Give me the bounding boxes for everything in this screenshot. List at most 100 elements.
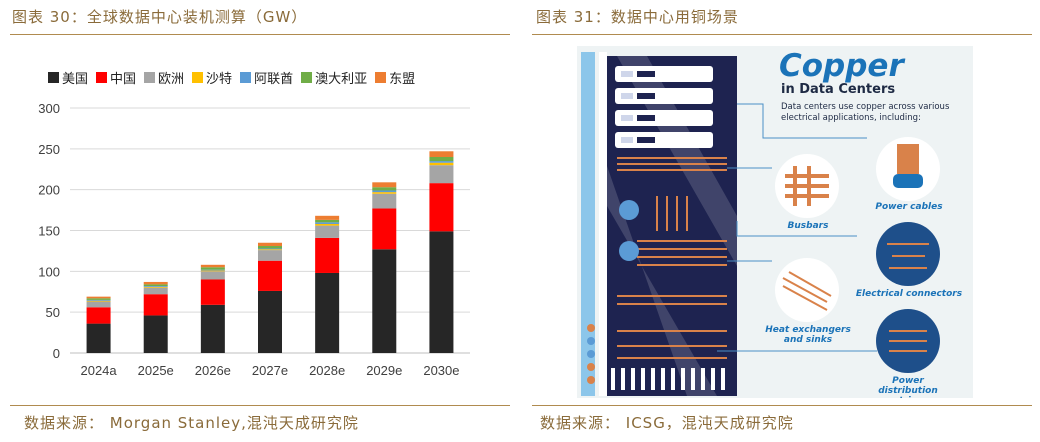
left-title-rule: [10, 34, 510, 35]
bar-segment: [258, 250, 282, 261]
bar-segment: [258, 248, 282, 250]
legend-item: 阿联酋: [240, 68, 293, 87]
bar-segment: [143, 281, 168, 285]
bar-segment: [315, 272, 340, 353]
legend-item: 沙特: [192, 68, 232, 87]
bar-segment: [86, 300, 111, 302]
legend-item: 东盟: [375, 68, 415, 87]
bar-segment: [315, 219, 340, 223]
fan-icon: [619, 241, 639, 261]
bar-segment: [143, 315, 168, 353]
bar-segment: [200, 271, 225, 280]
legend-swatch: [240, 72, 252, 83]
bar-segment: [200, 270, 225, 272]
x-tick-label: 2027e: [252, 363, 288, 378]
chart-legend: 美国 中国 欧洲 沙特 阿联酋 澳大利亚 东盟: [48, 68, 415, 87]
bar-segment: [315, 225, 340, 238]
label-electrical-connectors: Electrical connectors: [855, 289, 963, 299]
bar-segment: [429, 161, 454, 163]
bar-segment: [315, 215, 340, 220]
bar-segment: [258, 290, 282, 353]
bar-segment: [143, 287, 168, 295]
connectors-circle: [876, 222, 940, 286]
legend-label: 沙特: [206, 72, 233, 87]
power-distribution-icon: [889, 330, 927, 352]
bar-segment: [86, 299, 111, 301]
y-tick-label: 200: [38, 183, 60, 198]
legend-swatch: [301, 72, 313, 83]
bar-segment: [258, 246, 282, 249]
bar-segment: [200, 279, 225, 305]
bar-segment: [143, 284, 168, 287]
legend-swatch: [48, 72, 59, 83]
electrical-connectors-icon: [887, 243, 929, 269]
x-tick-label: 2029e: [366, 363, 402, 378]
legend-item: 中国: [96, 68, 136, 87]
x-tick-label: 2025e: [138, 363, 174, 378]
bar-segment: [86, 298, 111, 300]
x-tick-label: 2024a: [80, 363, 117, 378]
label-power-cables: Power cables: [875, 202, 943, 212]
y-tick-label: 0: [53, 346, 60, 361]
side-strip: [581, 52, 595, 396]
bar-segment: [372, 193, 397, 209]
y-tick-label: 150: [38, 224, 60, 239]
x-tick-label: 2028e: [309, 363, 345, 378]
power-cables-icon: [893, 144, 923, 188]
side-strip-light: [599, 52, 607, 396]
y-tick-label: 50: [46, 305, 60, 320]
legend-swatch: [144, 72, 156, 83]
bar-segment: [372, 190, 397, 193]
legend-swatch: [375, 72, 387, 83]
infographic-description: Data centers use copper across various e…: [781, 102, 950, 123]
bar-segment: [429, 183, 454, 232]
bar-segment: [372, 249, 397, 353]
bar-segment: [143, 286, 168, 287]
stacked-bar-chart: 0 50 100 150 200 250 300 2024a 2025e 2026e 2027e 20…: [38, 101, 470, 378]
bar-segment: [429, 157, 454, 162]
legend-swatch: [192, 72, 204, 83]
left-figure-title: 图表 30：全球数据中心装机测算（GW）: [12, 8, 308, 26]
legend-label: 东盟: [389, 72, 416, 87]
bar-segment: [258, 260, 282, 291]
y-tick-label: 300: [38, 101, 60, 116]
legend-item: 欧洲: [144, 68, 184, 87]
bar-segment: [315, 222, 340, 224]
legend-item: 澳大利亚: [301, 68, 367, 87]
side-connectors: [587, 324, 595, 384]
callout-lines: [717, 103, 877, 352]
rack-vents: [611, 368, 725, 390]
copper-infographic: Copper in Data Centers Data centers use …: [577, 46, 973, 398]
legend-label: 美国: [62, 72, 89, 87]
legend-label: 欧洲: [158, 72, 185, 87]
legend-label: 澳大利亚: [315, 72, 368, 87]
legend-label: 中国: [110, 72, 137, 87]
infographic-art: [581, 52, 940, 396]
bar-segment: [86, 307, 111, 324]
legend-swatch: [96, 72, 108, 83]
bar-segment: [315, 237, 340, 273]
right-figure-title: 图表 31：数据中心用铜场景: [536, 8, 739, 26]
bar-segment: [86, 323, 111, 353]
x-tick-label: 2030e: [423, 363, 459, 378]
bar-segment: [200, 269, 225, 271]
bar-segment: [372, 187, 397, 191]
bar-segment: [143, 286, 168, 288]
rack-diagonal-stripes: [607, 56, 737, 396]
x-tick-label: 2026e: [195, 363, 231, 378]
right-source-rule: [532, 405, 1032, 406]
bar-segment: [258, 242, 282, 247]
bar-segment: [372, 192, 397, 194]
bar-segment: [372, 208, 397, 250]
bar-segment: [315, 223, 340, 226]
rack-copper-wiring: [617, 157, 727, 359]
bar-segment: [200, 304, 225, 353]
bar-segment: [429, 151, 454, 157]
bar-segment: [429, 231, 454, 353]
legend-item: 美国: [48, 68, 88, 87]
bar-segment: [429, 165, 454, 184]
label-heat-exchangers: Heat exchangers and sinks: [765, 325, 851, 345]
label-busbars: Busbars: [787, 221, 829, 231]
fan-icon: [619, 200, 639, 220]
bar-segment: [429, 162, 454, 166]
